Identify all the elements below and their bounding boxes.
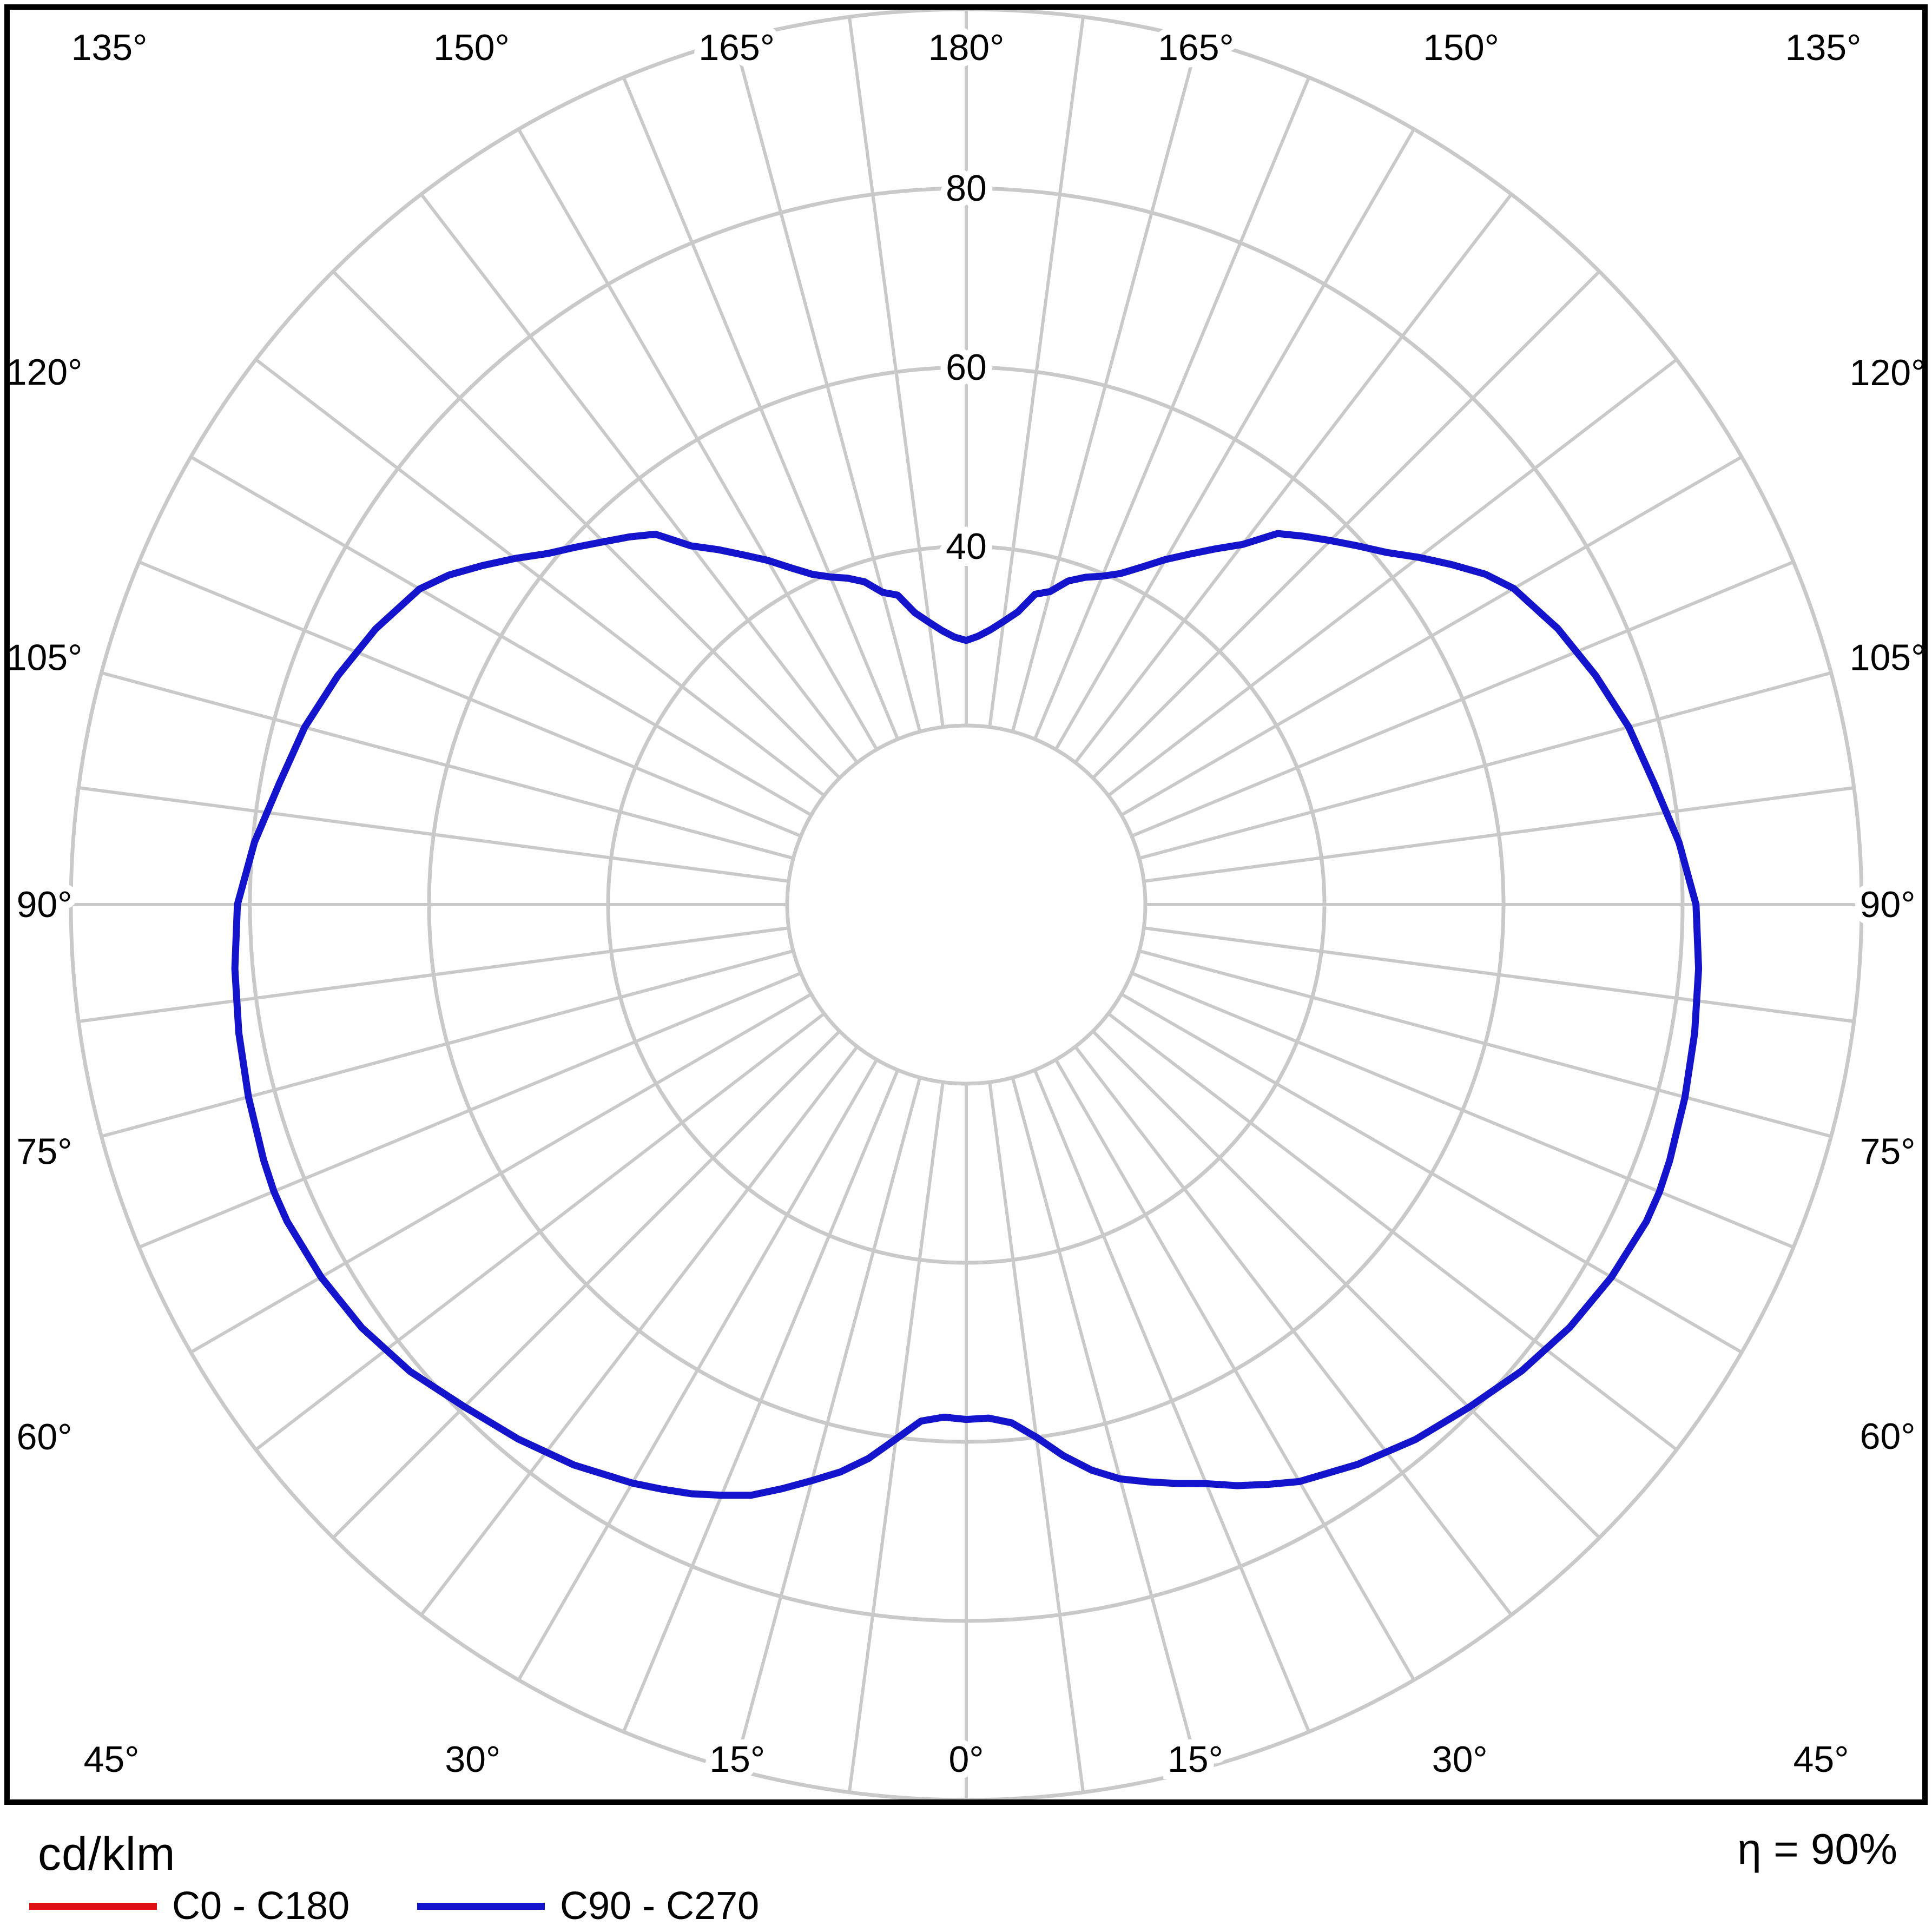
grid-ray-l60 <box>190 992 812 1354</box>
efficiency-label: η = 90% <box>1737 1825 1897 1873</box>
grid-ray-l75 <box>101 949 794 1138</box>
radial-tick-label-60: 60 <box>946 347 987 388</box>
grid-ray-r135 <box>1091 270 1601 780</box>
grid-ray-r75 <box>1138 949 1832 1138</box>
grid-ray-l105 <box>101 671 794 860</box>
angle-label-right-180: 180° <box>928 27 1005 68</box>
grid-ray-r105 <box>1138 671 1832 860</box>
grid-ray-l52.5 <box>255 1012 826 1451</box>
radial-unit-label: cd/klm <box>38 1828 176 1880</box>
angle-label-left-105: 105° <box>6 637 83 678</box>
grid-ray-r22.5 <box>1033 1069 1311 1733</box>
grid-ray-r60 <box>1120 992 1743 1354</box>
grid-ring-20 <box>785 723 1148 1086</box>
grid-ray-l67.5 <box>138 971 802 1249</box>
legend-label-c0-c180: C0 - C180 <box>172 1884 350 1928</box>
grid-ray-l127.5 <box>255 358 826 797</box>
angle-label-left-120: 120° <box>6 352 83 393</box>
grid-ray-l172.5 <box>848 16 945 728</box>
angle-label-right-150: 150° <box>1423 27 1499 68</box>
angle-label-left-60: 60° <box>17 1416 72 1458</box>
grid-ray-l82.5 <box>78 926 789 1023</box>
radial-tick-label-80: 80 <box>946 168 987 209</box>
grid-ray-r97.5 <box>1143 786 1855 883</box>
grid-ray-r15 <box>1011 1077 1200 1770</box>
legend-item-c90-c270: C90 - C270 <box>417 1882 759 1930</box>
legend: C0 - C180 C90 - C270 <box>0 1882 1932 1930</box>
grid-ray-l45 <box>332 1030 841 1539</box>
angle-label-right-165: 165° <box>1158 27 1234 68</box>
grid-ray-l150 <box>517 128 879 750</box>
legend-label-c90-c270: C90 - C270 <box>560 1884 760 1928</box>
angle-label-right-60: 60° <box>1860 1416 1916 1457</box>
grid-ray-r30 <box>1054 1059 1416 1681</box>
grid-ray-l142.5 <box>420 193 859 764</box>
angle-label-right-135: 135° <box>1785 27 1862 68</box>
grid-ray-l135 <box>332 270 841 780</box>
grid-ray-r37.5 <box>1074 1045 1513 1616</box>
grid-ray-l120 <box>190 455 812 817</box>
grid-ray-r112.5 <box>1131 560 1795 838</box>
grid-ray-l165 <box>733 39 922 733</box>
angle-label-right-15: 15° <box>1168 1739 1223 1780</box>
legend-item-c0-c180: C0 - C180 <box>29 1882 350 1930</box>
grid-ray-r150 <box>1054 128 1416 750</box>
grid-ray-l112.5 <box>138 560 802 838</box>
grid-ray-l157.5 <box>622 76 900 740</box>
grid-ray-l97.5 <box>78 786 789 883</box>
angle-label-left-30: 30° <box>445 1739 500 1780</box>
angle-label-left-90: 90° <box>17 884 72 925</box>
grid-ray-r45 <box>1091 1030 1601 1539</box>
grid-ray-r172.5 <box>988 16 1085 728</box>
grid-ray-l22.5 <box>622 1069 900 1733</box>
angle-label-left-135: 135° <box>71 27 148 68</box>
grid-ray-r52.5 <box>1107 1012 1678 1451</box>
angle-label-right-45: 45° <box>1793 1739 1849 1780</box>
grid-ray-l15 <box>733 1077 922 1770</box>
angle-label-right-120: 120° <box>1850 352 1926 393</box>
radial-tick-label-40: 40 <box>946 526 987 567</box>
angle-label-right-0: 0° <box>948 1739 984 1780</box>
angle-label-right-75: 75° <box>1860 1131 1916 1172</box>
curve-C90-C270 <box>231 530 1703 1499</box>
grid-ray-r82.5 <box>1143 926 1855 1023</box>
chart-frame <box>4 4 1928 1805</box>
angle-label-left-165: 165° <box>698 27 775 68</box>
angle-label-right-90: 90° <box>1860 884 1916 925</box>
grid-ray-r127.5 <box>1107 358 1678 797</box>
grid-ray-r120 <box>1120 455 1743 817</box>
angle-label-left-45: 45° <box>84 1739 140 1780</box>
c0-c180-line-swatch <box>29 1902 157 1910</box>
grid-ray-r157.5 <box>1033 76 1311 740</box>
grid-ray-r67.5 <box>1131 971 1795 1249</box>
grid-ray-l37.5 <box>420 1045 859 1616</box>
grid-ray-l30 <box>517 1059 879 1681</box>
angle-label-left-75: 75° <box>17 1131 72 1172</box>
c90-c270-line-swatch <box>417 1902 545 1910</box>
grid-ray-r142.5 <box>1074 193 1513 764</box>
angle-label-left-150: 150° <box>433 27 510 68</box>
angle-label-left-15: 15° <box>709 1739 765 1780</box>
grid-ray-r165 <box>1011 39 1200 733</box>
angle-label-right-105: 105° <box>1850 637 1926 678</box>
angle-label-right-30: 30° <box>1432 1739 1488 1780</box>
